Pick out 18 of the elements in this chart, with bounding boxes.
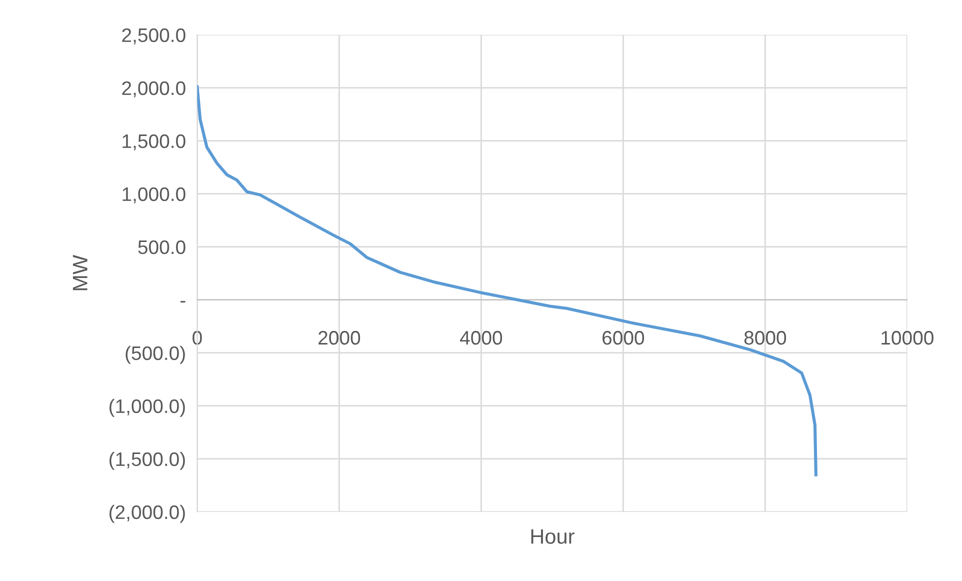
x-tick-label: 4000 — [460, 330, 502, 345]
y-tick-label: (1,000.0) — [109, 398, 185, 417]
x-tick-label: 10000 — [882, 330, 934, 345]
y-tick-label: 500.0 — [138, 240, 186, 254]
y-tick-label: 2,000.0 — [122, 81, 186, 98]
x-tick-label: 8000 — [744, 330, 786, 345]
y-tick-label: (1,500.0) — [109, 452, 185, 470]
y-tick-label: 1,000.0 — [122, 187, 186, 204]
y-axis-title: MW — [72, 254, 88, 290]
y-tick-label: (500.0) — [126, 346, 185, 364]
x-tick-label: 0 — [192, 330, 202, 345]
x-tick-label: 6000 — [602, 330, 644, 345]
x-tick-label: 2000 — [318, 330, 360, 345]
x-axis-title: Hour — [531, 529, 574, 544]
y-tick-label: 1,500.0 — [122, 134, 186, 150]
y-tick-label: (2,000.0) — [109, 504, 185, 523]
y-tick-label: 2,500.0 — [122, 28, 186, 44]
y-tick-label: - — [180, 300, 186, 302]
